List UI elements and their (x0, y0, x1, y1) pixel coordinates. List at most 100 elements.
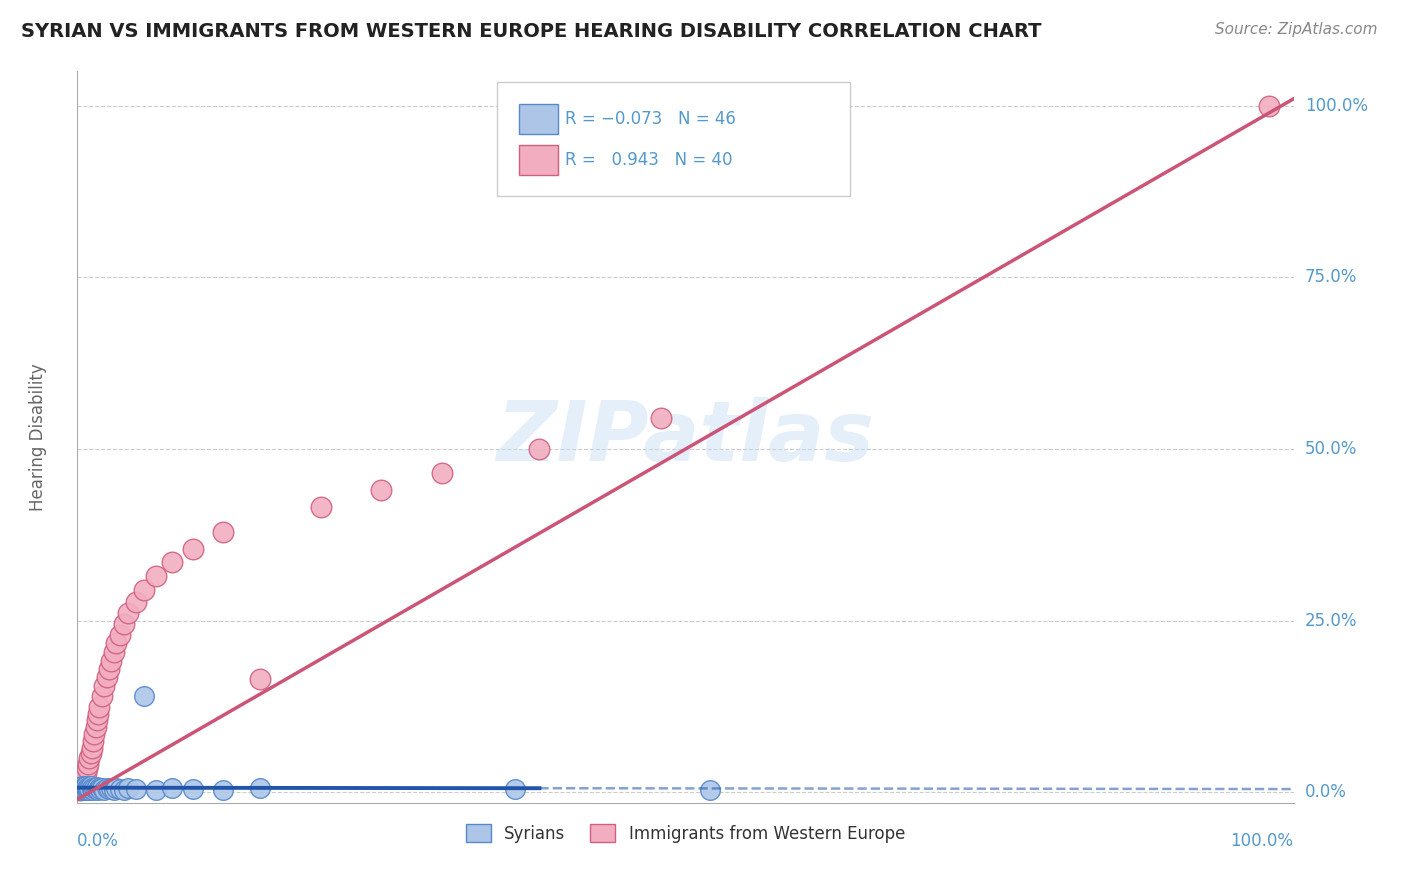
Point (93, 679, 115, 693)
Point (76, 783, 98, 797)
Point (87, 706, 110, 721)
Point (77, 782, 100, 797)
Point (90, 690, 112, 704)
Point (181, 541, 204, 556)
Point (82, 782, 104, 797)
Point (84, 720, 107, 734)
Point (90, 780, 112, 795)
Point (70, 781, 93, 796)
Point (100, 654, 122, 668)
FancyBboxPatch shape (519, 103, 558, 135)
Point (96, 781, 118, 796)
Point (650, 411, 672, 425)
Text: ZIPatlas: ZIPatlas (496, 397, 875, 477)
Point (73, 772, 96, 786)
Point (134, 690, 156, 704)
Point (105, 636, 128, 650)
Point (97, 782, 120, 797)
Point (76, 780, 98, 795)
Point (76, 762, 98, 776)
Text: 75.0%: 75.0% (1305, 268, 1357, 286)
Point (89, 781, 111, 796)
Point (73, 782, 96, 797)
Point (96, 670, 118, 684)
Point (309, 500, 332, 515)
Text: 0.0%: 0.0% (1305, 783, 1347, 802)
Text: 0.0%: 0.0% (77, 832, 120, 850)
Point (79, 751, 101, 765)
Point (117, 606, 139, 620)
Point (83, 727, 105, 741)
Point (80, 782, 103, 797)
Point (79, 781, 101, 796)
Text: SYRIAN VS IMMIGRANTS FROM WESTERN EUROPE HEARING DISABILITY CORRELATION CHART: SYRIAN VS IMMIGRANTS FROM WESTERN EUROPE… (21, 22, 1042, 41)
Text: 100.0%: 100.0% (1305, 96, 1368, 115)
Point (108, 782, 131, 797)
Point (77, 756, 100, 771)
Point (430, 466, 453, 480)
FancyBboxPatch shape (519, 145, 558, 175)
Text: R = −0.073   N = 46: R = −0.073 N = 46 (565, 110, 735, 128)
Point (80, 780, 103, 795)
Point (145, 569, 167, 583)
Point (79, 782, 101, 797)
Point (75, 766, 97, 780)
Point (69, 783, 91, 797)
Point (75, 779, 97, 793)
Point (249, 781, 271, 796)
Point (97, 662, 120, 676)
Point (84, 782, 107, 797)
Point (112, 617, 135, 632)
Text: 25.0%: 25.0% (1305, 612, 1357, 630)
Point (73, 780, 96, 794)
Point (125, 594, 148, 608)
Point (699, 782, 721, 797)
Point (87, 782, 110, 797)
Point (72, 780, 94, 795)
Point (125, 782, 148, 797)
Point (529, 442, 551, 456)
Point (249, 672, 271, 686)
Point (103, 645, 125, 659)
FancyBboxPatch shape (496, 82, 849, 195)
Legend: Syrians, Immigrants from Western Europe: Syrians, Immigrants from Western Europe (460, 818, 911, 849)
Point (80, 746, 103, 760)
Point (80, 740, 103, 755)
Point (117, 781, 139, 796)
Point (70, 781, 93, 796)
Point (72, 775, 94, 789)
Point (160, 781, 183, 796)
Text: Hearing Disability: Hearing Disability (30, 363, 48, 511)
Point (212, 782, 235, 797)
Point (72, 782, 94, 797)
Point (75, 781, 97, 796)
Point (70, 779, 93, 793)
Point (86, 780, 108, 794)
Point (181, 782, 204, 797)
Point (1258, 98, 1281, 112)
Point (212, 524, 235, 539)
Point (370, 483, 392, 498)
Point (82, 734, 104, 748)
Text: 100.0%: 100.0% (1230, 832, 1294, 850)
Point (105, 781, 128, 796)
Point (77, 780, 100, 794)
Point (134, 582, 156, 597)
Point (69, 782, 91, 797)
Point (93, 782, 115, 797)
Point (70, 779, 93, 793)
Point (503, 782, 526, 797)
Text: Source: ZipAtlas.com: Source: ZipAtlas.com (1215, 22, 1378, 37)
Point (100, 780, 122, 795)
Point (86, 714, 108, 728)
Point (89, 782, 111, 797)
Text: 50.0%: 50.0% (1305, 440, 1357, 458)
Point (108, 627, 131, 641)
Point (160, 556, 183, 570)
Point (83, 781, 105, 796)
Point (89, 699, 111, 714)
Point (112, 782, 135, 797)
Point (145, 782, 167, 797)
Point (80, 779, 103, 793)
Point (103, 782, 125, 797)
